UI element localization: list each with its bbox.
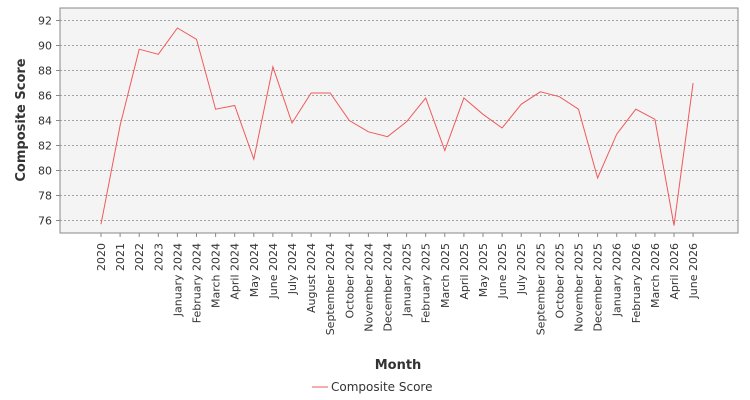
- x-tick-label: February 2025: [420, 243, 433, 323]
- x-tick-label: 2020: [95, 243, 108, 271]
- data-point: [290, 121, 294, 125]
- data-point: [156, 52, 160, 56]
- data-point: [672, 224, 676, 228]
- data-point: [195, 37, 199, 41]
- data-point: [366, 130, 370, 134]
- x-tick-label: February 2024: [191, 243, 204, 323]
- x-tick-label: June 2025: [496, 243, 509, 299]
- data-point: [386, 135, 390, 139]
- data-point: [405, 120, 409, 124]
- x-tick-label: March 2025: [439, 243, 452, 308]
- data-point: [175, 26, 179, 30]
- legend: Composite Score: [312, 380, 432, 394]
- x-tick-label: September 2025: [534, 243, 547, 335]
- x-axis-title: Month: [375, 358, 422, 373]
- x-tick-label: August 2024: [305, 243, 318, 313]
- data-point: [347, 119, 351, 123]
- data-point: [691, 81, 695, 85]
- x-tick-label: May 2025: [477, 243, 490, 297]
- x-tick-label: 2021: [114, 243, 127, 271]
- y-tick-label: 80: [38, 165, 52, 178]
- x-tick-label: July 2024: [286, 243, 299, 295]
- y-tick-label: 78: [38, 190, 52, 203]
- x-tick-label: March 2024: [210, 243, 223, 308]
- data-point: [653, 117, 657, 121]
- x-tick-label: September 2024: [324, 243, 337, 335]
- y-tick-label: 86: [38, 90, 52, 103]
- x-tick-label: December 2024: [382, 243, 395, 332]
- x-tick-label: December 2025: [592, 243, 605, 332]
- x-tick-label: January 2024: [171, 243, 184, 317]
- data-point: [557, 95, 561, 99]
- legend-label-composite-score: Composite Score: [331, 380, 432, 394]
- data-point: [443, 149, 447, 153]
- x-tick-label: November 2025: [573, 243, 586, 332]
- y-tick-label: 76: [38, 215, 52, 228]
- data-point: [577, 107, 581, 111]
- series-layer: [99, 26, 695, 228]
- data-point: [481, 112, 485, 116]
- data-point: [596, 176, 600, 180]
- x-tick-label: January 2026: [611, 243, 624, 317]
- data-point: [99, 222, 103, 226]
- y-axis-title: Composite Score: [14, 58, 29, 181]
- x-tick-label: April 2026: [668, 243, 681, 300]
- y-tick-label: 92: [38, 15, 52, 28]
- data-point: [233, 104, 237, 108]
- y-tick-label: 84: [38, 115, 52, 128]
- x-tick-label: November 2024: [362, 243, 375, 332]
- x-tick-label: January 2025: [401, 243, 414, 317]
- data-point: [634, 107, 638, 111]
- x-tick-label: June 2024: [267, 243, 280, 299]
- y-tick-label: 90: [38, 40, 52, 53]
- x-tick-label: June 2026: [687, 243, 700, 299]
- series-line-composite-score: [100, 27, 694, 226]
- x-tick-label: February 2026: [630, 243, 643, 323]
- gridlines: [60, 20, 738, 221]
- x-tick-label: April 2025: [458, 243, 471, 300]
- data-point: [538, 90, 542, 94]
- data-point: [118, 124, 122, 128]
- data-point: [328, 91, 332, 95]
- x-tick-label: 2023: [152, 243, 165, 271]
- y-tick-label: 88: [38, 65, 52, 78]
- y-tick-label: 82: [38, 140, 52, 153]
- x-tick-label: 2022: [133, 243, 146, 271]
- data-point: [462, 96, 466, 100]
- data-point: [252, 157, 256, 161]
- data-point: [271, 65, 275, 69]
- x-tick-label: October 2025: [553, 243, 566, 319]
- data-point: [519, 102, 523, 106]
- x-tick-label: April 2024: [229, 243, 242, 300]
- data-point: [424, 96, 428, 100]
- x-tick-label: March 2026: [649, 243, 662, 308]
- y-axis-ticks: 76 78 80 82 84 86 88 90 92: [38, 15, 60, 228]
- x-tick-label: October 2024: [343, 243, 356, 319]
- data-point: [309, 91, 313, 95]
- data-point: [214, 107, 218, 111]
- x-tick-label: July 2025: [515, 243, 528, 295]
- x-tick-label: May 2024: [248, 243, 261, 297]
- data-point: [500, 126, 504, 130]
- data-point: [137, 47, 141, 51]
- x-axis-ticks: 2020 2021 2022 2023 January 2024 February 202…: [95, 233, 700, 335]
- data-point: [615, 132, 619, 136]
